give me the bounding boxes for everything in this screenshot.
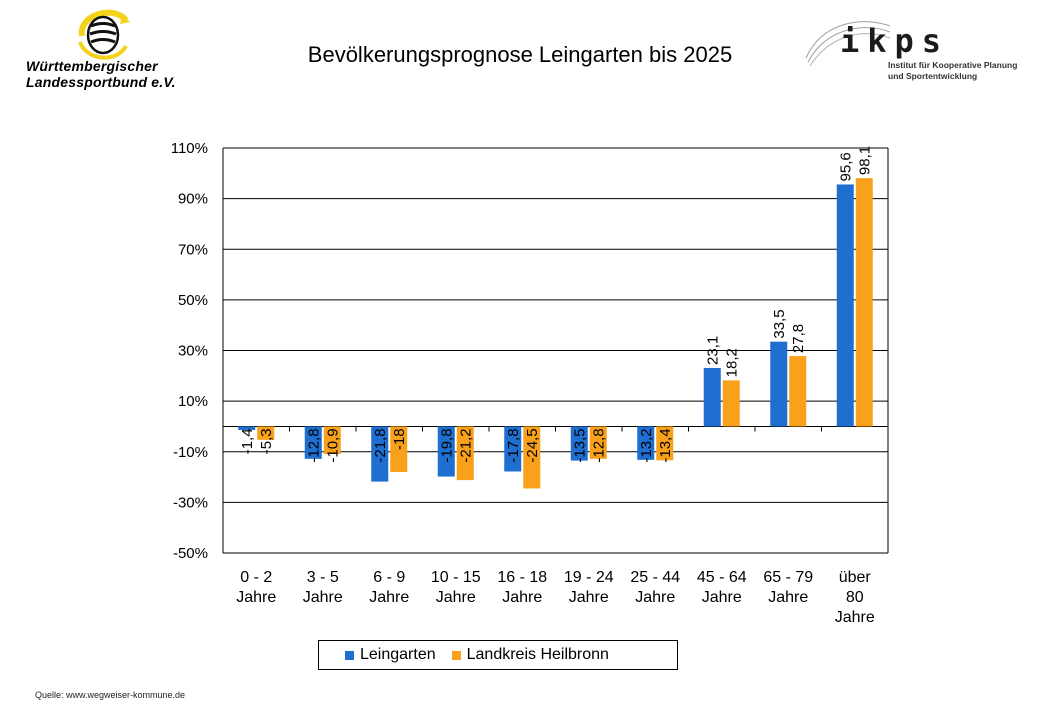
bar-leingarten: [703, 367, 721, 427]
legend-swatch-landkreis: [451, 650, 461, 660]
ikps-swoosh-icon: [805, 21, 891, 67]
data-label-leingarten: -19,8: [438, 428, 455, 462]
data-label-leingarten: -12,8: [305, 428, 322, 462]
y-tick-label: 10%: [178, 393, 208, 410]
x-tick-label: 45 - 64: [697, 569, 747, 586]
bar-leingarten: [637, 426, 655, 460]
data-label-landkreis: 98,1: [856, 146, 873, 175]
x-tick-label: 6 - 9: [373, 569, 405, 586]
data-label-leingarten: 95,6: [837, 152, 854, 181]
ikps-subtitle-line2: und Sportentwicklung: [888, 71, 978, 81]
x-tick-label: Jahre: [303, 589, 343, 606]
data-label-landkreis: -5,3: [258, 428, 275, 454]
bar-leingarten: [504, 426, 522, 472]
ikps-wordmark: ikps: [840, 22, 950, 60]
y-tick-label: -30%: [173, 494, 208, 511]
x-tick-label: 19 - 24: [564, 569, 614, 586]
x-tick-label: 16 - 18: [497, 569, 547, 586]
bar-landkreis: [257, 426, 275, 440]
legend-item-landkreis: Landkreis Heilbronn: [451, 646, 609, 664]
data-label-landkreis: 27,8: [790, 324, 807, 353]
y-tick-label: 30%: [178, 343, 208, 360]
x-tick-label: Jahre: [768, 589, 808, 606]
wlsb-logo: Württembergischer Landessportbund e.V.: [20, 6, 210, 90]
data-label-landkreis: -21,2: [457, 428, 474, 462]
x-tick-label: Jahre: [369, 589, 409, 606]
x-tick-label: Jahre: [635, 589, 675, 606]
data-label-landkreis: -12,8: [590, 428, 607, 462]
bar-landkreis: [855, 178, 873, 427]
x-tick-label: Jahre: [569, 589, 609, 606]
y-tick-label: -10%: [173, 444, 208, 461]
bar-landkreis: [789, 356, 807, 427]
ikps-logo: ikps Institut für Kooperative Planung un…: [805, 18, 1032, 88]
bar-leingarten: [304, 426, 322, 459]
bar-landkreis: [722, 380, 740, 427]
data-label-landkreis: -13,4: [657, 428, 674, 462]
y-tick-label: 90%: [178, 191, 208, 208]
x-tick-label: Jahre: [236, 589, 276, 606]
data-label-leingarten: -13,5: [571, 428, 588, 462]
bar-leingarten: [238, 426, 256, 430]
chart-legend: Leingarten Landkreis Heilbronn: [318, 640, 678, 670]
x-tick-label: Jahre: [702, 589, 742, 606]
data-label-leingarten: 23,1: [704, 336, 721, 365]
x-tick-label: Jahre: [436, 589, 476, 606]
data-label-leingarten: -13,2: [638, 428, 655, 462]
x-tick-label: Jahre: [502, 589, 542, 606]
bar-leingarten: [371, 426, 389, 482]
source-note: Quelle: www.wegweiser-kommune.de: [35, 690, 186, 700]
x-tick-label: 10 - 15: [431, 569, 481, 586]
bar-leingarten: [836, 184, 854, 427]
x-tick-label: 3 - 5: [307, 569, 339, 586]
bar-landkreis: [656, 426, 674, 461]
data-label-leingarten: 33,5: [771, 309, 788, 338]
x-tick-label: 80: [846, 589, 864, 606]
y-tick-label: 110%: [171, 140, 208, 157]
data-label-landkreis: -18: [391, 428, 408, 450]
legend-label-leingarten: Leingarten: [360, 646, 436, 663]
stag-antlers-emblem-icon: [78, 9, 130, 60]
data-label-leingarten: -17,8: [505, 428, 522, 462]
bar-leingarten: [770, 341, 788, 427]
bar-landkreis: [523, 426, 541, 489]
wlsb-name-line1: Württembergischer: [26, 58, 158, 74]
legend-swatch-leingarten: [345, 650, 354, 660]
bar-leingarten: [570, 426, 588, 461]
x-tick-label: über: [839, 569, 872, 586]
bar-landkreis: [456, 426, 474, 481]
legend-label-landkreis: Landkreis Heilbronn: [466, 646, 609, 663]
bar-landkreis: [323, 426, 341, 455]
data-label-leingarten: -21,8: [372, 428, 389, 462]
data-label-leingarten: -1,4: [239, 428, 256, 454]
x-tick-label: 25 - 44: [630, 569, 680, 586]
x-tick-label: 0 - 2: [240, 569, 272, 586]
bar-landkreis: [390, 426, 408, 472]
y-tick-label: 70%: [178, 241, 208, 258]
data-label-landkreis: 18,2: [723, 348, 740, 377]
x-tick-label: Jahre: [835, 609, 875, 626]
y-tick-label: -50%: [173, 545, 208, 562]
data-label-landkreis: -24,5: [524, 428, 541, 462]
bar-leingarten: [437, 426, 455, 477]
y-tick-label: 50%: [178, 292, 208, 309]
legend-item-leingarten: Leingarten: [345, 646, 436, 664]
data-label-landkreis: -10,9: [324, 428, 341, 462]
slide-title: Bevölkerungsprognose Leingarten bis 2025: [307, 42, 733, 67]
wlsb-name-line2: Landessportbund e.V.: [26, 74, 176, 90]
x-tick-label: 65 - 79: [763, 569, 813, 586]
ikps-subtitle-line1: Institut für Kooperative Planung: [888, 60, 1018, 70]
bar-landkreis: [589, 426, 607, 459]
